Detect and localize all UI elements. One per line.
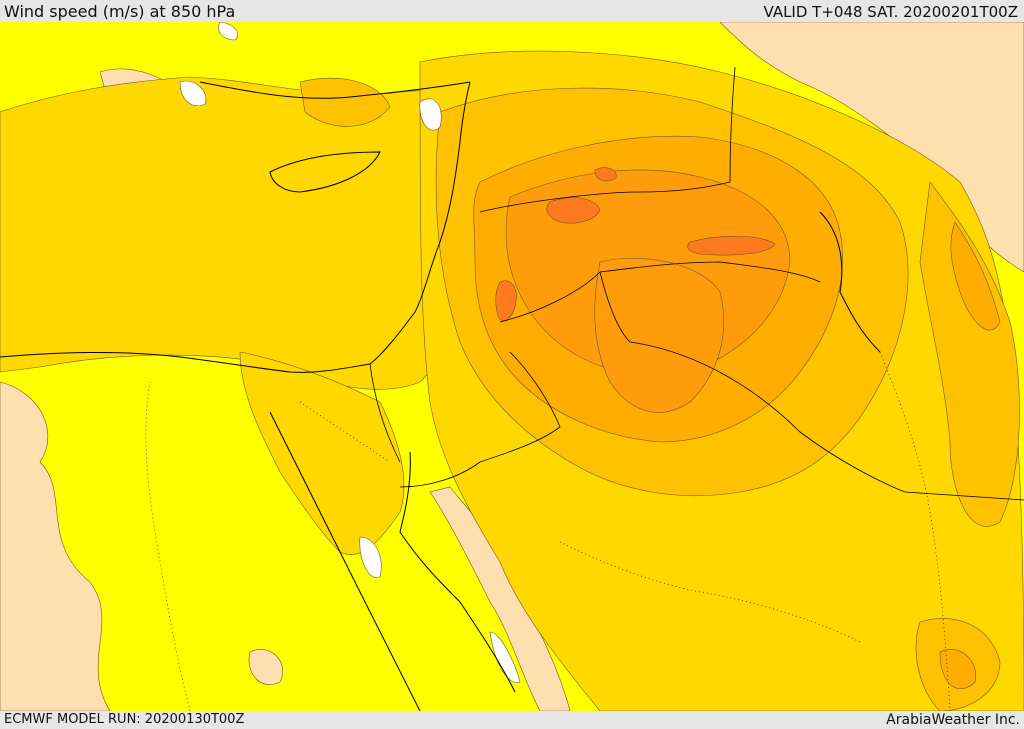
jordan-border [499, 271, 1024, 501]
med-region [0, 76, 493, 390]
med-south-coast [0, 351, 371, 373]
no-data-regions [179, 22, 521, 684]
province-borders [145, 351, 951, 711]
dotted-border-east [879, 351, 951, 711]
model-run-label: ECMWF MODEL RUN: 20200130T00Z [4, 712, 245, 727]
turkey-coast [199, 81, 471, 99]
dotted-border-north [299, 401, 391, 463]
levant-coast [369, 81, 471, 365]
east-level3 [919, 181, 1020, 527]
iraq-max-core [687, 235, 776, 256]
gulf-of-aqaba-east [399, 451, 516, 693]
white-patch-north [419, 98, 442, 131]
coastlines [0, 81, 881, 711]
egypt-border [369, 363, 401, 463]
east-level4 [950, 221, 1001, 331]
bottom-bar: ECMWF MODEL RUN: 20200130T00Z ArabiaWeat… [0, 711, 1024, 729]
map-svg [0, 22, 1024, 711]
iraq-south-border [599, 261, 821, 283]
level-5-regions [505, 169, 791, 413]
west-peach-region [0, 381, 111, 711]
jordan-level5 [594, 257, 725, 413]
credit-label: ArabiaWeather Inc. [886, 712, 1020, 728]
syria-iraq-border [479, 66, 736, 213]
white-patch-nw [179, 80, 207, 106]
saudi-north-border [399, 351, 561, 488]
sw-peach-blob [248, 649, 283, 685]
white-patch-sinai [359, 536, 382, 579]
country-borders [369, 66, 1024, 501]
persian-gulf-coast [819, 211, 881, 353]
cyprus-outline [269, 151, 381, 193]
wind-speed-map[interactable] [0, 22, 1024, 711]
syria-max-core [546, 197, 601, 224]
valid-time-label: VALID T+048 SAT. 20200201T00Z [763, 3, 1018, 21]
map-title: Wind speed (m/s) at 850 hPa [4, 2, 236, 21]
top-bar: Wind speed (m/s) at 850 hPa VALID T+048 … [0, 0, 1024, 22]
nw-level3 [299, 77, 391, 127]
north-max-core [594, 167, 617, 182]
level-6-regions [495, 167, 776, 322]
gulf-of-suez-west [269, 411, 421, 711]
se-level4 [939, 649, 977, 689]
white-patch-top [218, 22, 239, 41]
